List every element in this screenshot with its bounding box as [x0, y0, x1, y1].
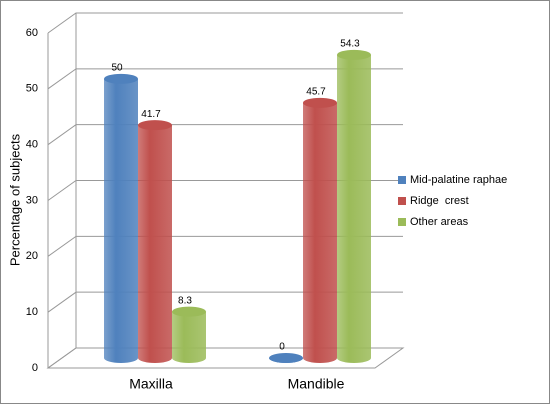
grid-line — [47, 68, 403, 90]
bar-top — [269, 353, 303, 363]
legend-label: Other areas — [410, 216, 469, 228]
y-tick-label: 10 — [26, 306, 38, 318]
bar-top — [138, 120, 172, 131]
x-tick-label: Maxilla — [129, 376, 173, 392]
bar — [138, 125, 172, 363]
bar-top — [104, 73, 138, 84]
value-label: 8.3 — [178, 295, 192, 306]
x-tick-label: Mandible — [288, 376, 345, 392]
grid-line — [47, 235, 403, 257]
bar-top — [172, 306, 206, 317]
y-tick-label: 50 — [26, 83, 38, 95]
value-label: 45.7 — [306, 86, 326, 97]
bar — [104, 78, 138, 363]
grid-line — [47, 180, 403, 201]
bar — [303, 102, 337, 363]
y-tick-label: 20 — [26, 250, 38, 262]
value-label: 0 — [279, 342, 285, 353]
bar-top — [303, 97, 337, 108]
grid-line — [47, 291, 403, 313]
y-tick-label: 60 — [26, 27, 38, 39]
legend-swatch — [398, 197, 406, 205]
bar-top — [337, 49, 371, 60]
grid-line — [47, 12, 403, 34]
legend-swatch — [398, 218, 406, 226]
legend-label: Ridge crest — [410, 195, 469, 207]
bar — [337, 54, 371, 363]
grid-line — [47, 347, 403, 369]
y-tick-label: 40 — [26, 139, 38, 151]
value-label: 54.3 — [340, 38, 360, 49]
grid-line — [47, 124, 403, 146]
legend-label: Mid-palatine raphae — [410, 174, 507, 186]
value-label: 41.7 — [141, 109, 161, 120]
bar — [172, 311, 206, 363]
y-axis-label: Percentage of subjects — [7, 133, 22, 266]
legend-swatch — [398, 176, 406, 184]
value-label: 50 — [111, 62, 123, 73]
y-tick-label: 0 — [32, 362, 38, 374]
y-tick-label: 30 — [26, 194, 38, 206]
